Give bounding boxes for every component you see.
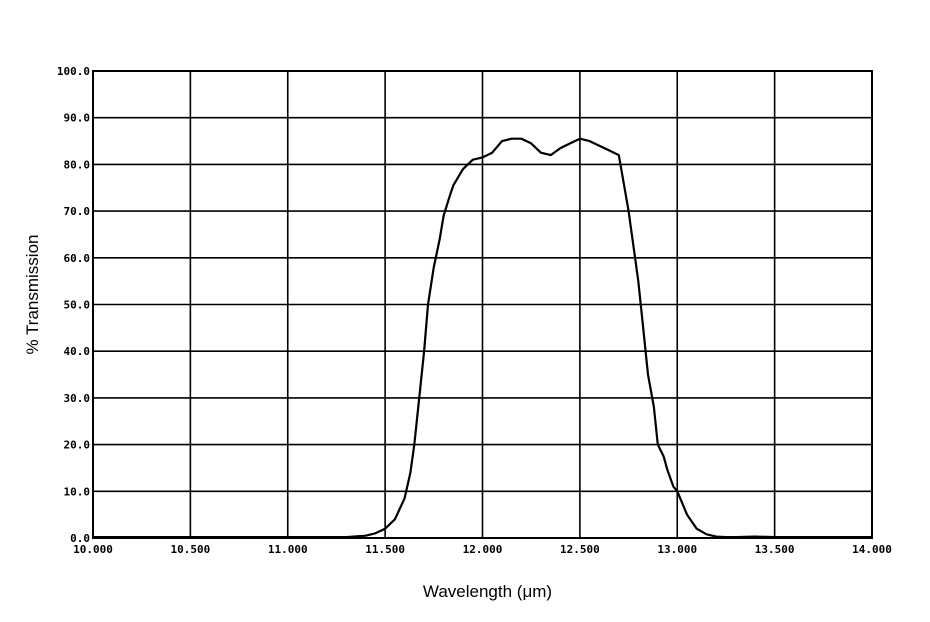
y-axis-title: % Transmission — [23, 235, 42, 355]
x-tick-label: 12.500 — [560, 543, 600, 556]
plot-frame — [92, 70, 873, 539]
y-tick-label: 20.0 — [64, 439, 91, 452]
y-tick-labels: 0.0 10.0 20.0 30.0 40.0 50.0 60.0 70.0 80.0 90.0 1… — [57, 65, 90, 545]
y-tick-label: 30.0 — [64, 392, 91, 405]
x-tick-label: 13.000 — [657, 543, 697, 556]
y-tick-label: 40.0 — [64, 345, 91, 358]
y-tick-label: 50.0 — [64, 299, 91, 312]
x-tick-labels: 10.000 10.500 11.000 11.500 12.000 12.500 13.0… — [73, 543, 892, 556]
x-tick-label: 11.000 — [268, 543, 308, 556]
y-tick-label: 80.0 — [64, 158, 91, 171]
x-tick-label: 14.000 — [852, 543, 892, 556]
x-axis-title: Wavelength (μm) — [423, 582, 552, 601]
x-tick-label: 10.500 — [171, 543, 211, 556]
y-tick-label: 100.0 — [57, 65, 90, 78]
x-tick-label: 10.000 — [73, 543, 113, 556]
x-tick-label: 12.000 — [463, 543, 503, 556]
transmission-curve — [93, 137, 872, 539]
x-tick-label: 13.500 — [755, 543, 795, 556]
grid — [92, 70, 873, 539]
x-tick-label: 11.500 — [365, 543, 405, 556]
y-tick-label: 60.0 — [64, 252, 91, 265]
y-tick-label: 10.0 — [64, 485, 91, 498]
y-tick-label: 0.0 — [70, 532, 90, 545]
y-tick-label: 90.0 — [64, 112, 91, 125]
y-tick-label: 70.0 — [64, 205, 91, 218]
